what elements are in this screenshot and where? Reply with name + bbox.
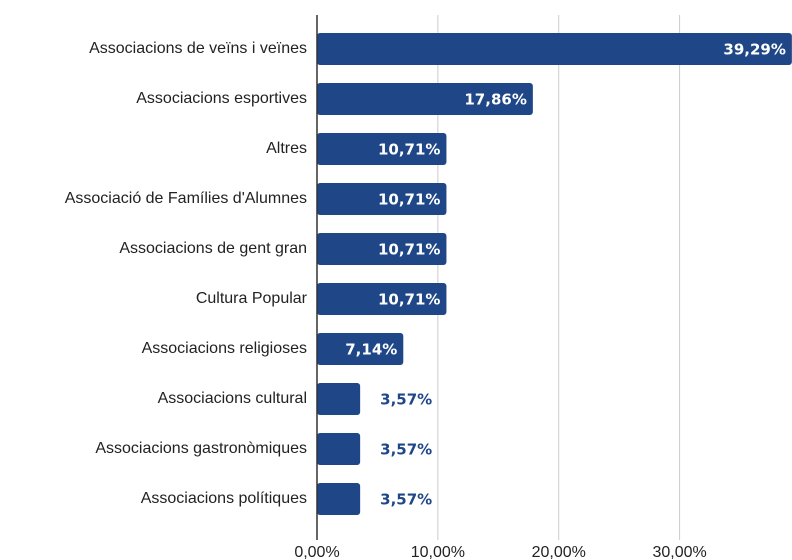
bar xyxy=(317,383,361,415)
category-label: Associacions gastronòmiques xyxy=(95,440,307,457)
value-label: 10,71% xyxy=(378,291,440,309)
bar xyxy=(317,133,447,165)
bar xyxy=(317,333,404,365)
value-label: 10,71% xyxy=(378,241,440,259)
category-label: Associació de Famílies d'Alumnes xyxy=(65,190,307,207)
bar xyxy=(317,233,447,265)
bar xyxy=(317,483,361,515)
value-label: 3,57% xyxy=(380,491,432,509)
value-label: 10,71% xyxy=(378,141,440,159)
value-label: 10,71% xyxy=(378,191,440,209)
bar xyxy=(317,283,447,315)
value-label: 7,14% xyxy=(345,341,397,359)
bar xyxy=(317,33,792,65)
x-tick-label: 30,00% xyxy=(652,544,706,560)
value-label: 39,29% xyxy=(723,41,785,59)
category-label: Associacions de gent gran xyxy=(119,240,307,257)
bar xyxy=(317,83,533,115)
category-label: Associacions religioses xyxy=(142,340,307,357)
category-label: Cultura Popular xyxy=(196,290,308,307)
category-label: Associacions polítiques xyxy=(141,490,307,507)
category-label: Associacions de veïns i veïnes xyxy=(89,40,307,57)
x-tick-label: 10,00% xyxy=(411,544,465,560)
value-label: 3,57% xyxy=(380,441,432,459)
bar xyxy=(317,433,361,465)
category-label: Altres xyxy=(266,140,307,157)
x-tick-label: 0,00% xyxy=(294,544,339,560)
value-label: 3,57% xyxy=(380,391,432,409)
bar xyxy=(317,183,447,215)
category-label: Associacions cultural xyxy=(158,390,307,407)
category-label: Associacions esportives xyxy=(136,90,307,107)
value-label: 17,86% xyxy=(464,91,526,109)
x-tick-label: 20,00% xyxy=(532,544,586,560)
